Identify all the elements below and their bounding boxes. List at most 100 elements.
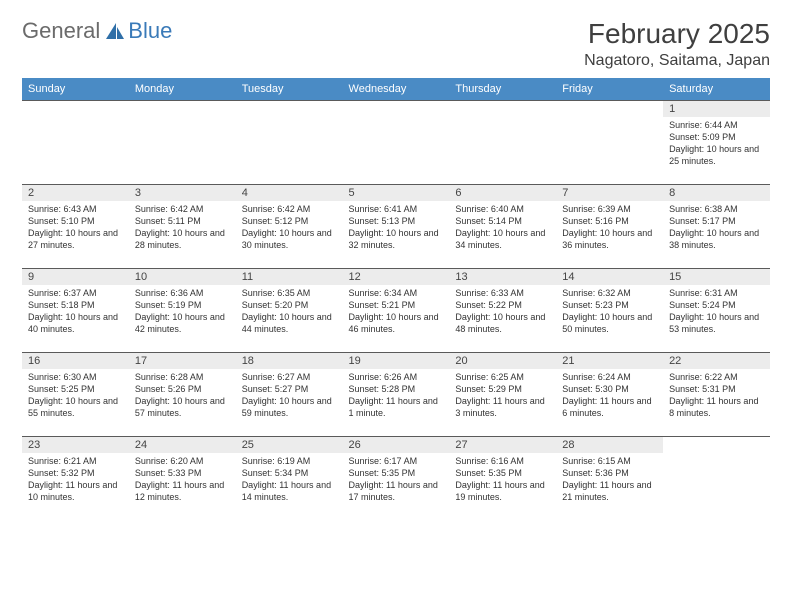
daylight-text: Daylight: 11 hours and 12 minutes.	[135, 479, 230, 503]
sunrise-text: Sunrise: 6:44 AM	[669, 119, 764, 131]
logo: General Blue	[22, 18, 172, 44]
sunset-text: Sunset: 5:36 PM	[562, 467, 657, 479]
day-cell: 4 Sunrise: 6:42 AMSunset: 5:12 PMDaylight…	[236, 185, 343, 269]
weekday-header: Thursday	[449, 78, 556, 101]
sunrise-text: Sunrise: 6:36 AM	[135, 287, 230, 299]
sunset-text: Sunset: 5:32 PM	[28, 467, 123, 479]
sunset-text: Sunset: 5:20 PM	[242, 299, 337, 311]
sunset-text: Sunset: 5:35 PM	[349, 467, 444, 479]
sunset-text: Sunset: 5:34 PM	[242, 467, 337, 479]
day-details: Sunrise: 6:41 AMSunset: 5:13 PMDaylight:…	[343, 201, 450, 256]
day-details: Sunrise: 6:16 AMSunset: 5:35 PMDaylight:…	[449, 453, 556, 508]
day-number: 11	[236, 269, 343, 285]
daylight-text: Daylight: 11 hours and 14 minutes.	[242, 479, 337, 503]
logo-sail-icon	[104, 21, 126, 41]
sunrise-text: Sunrise: 6:42 AM	[242, 203, 337, 215]
sunrise-text: Sunrise: 6:28 AM	[135, 371, 230, 383]
day-cell: 17Sunrise: 6:28 AMSunset: 5:26 PMDayligh…	[129, 353, 236, 437]
day-number: 8	[663, 185, 770, 201]
sunrise-text: Sunrise: 6:40 AM	[455, 203, 550, 215]
day-number: 6	[449, 185, 556, 201]
day-cell: 6Sunrise: 6:40 AMSunset: 5:14 PMDaylight…	[449, 185, 556, 269]
calendar-table: Sunday Monday Tuesday Wednesday Thursday…	[22, 78, 770, 521]
daylight-text: Daylight: 10 hours and 53 minutes.	[669, 311, 764, 335]
day-cell	[22, 101, 129, 185]
sunset-text: Sunset: 5:11 PM	[135, 215, 230, 227]
sunset-text: Sunset: 5:18 PM	[28, 299, 123, 311]
sunrise-text: Sunrise: 6:22 AM	[669, 371, 764, 383]
sunrise-text: Sunrise: 6:39 AM	[562, 203, 657, 215]
weekday-header: Tuesday	[236, 78, 343, 101]
daylight-text: Daylight: 10 hours and 48 minutes.	[455, 311, 550, 335]
weekday-header: Friday	[556, 78, 663, 101]
sunset-text: Sunset: 5:27 PM	[242, 383, 337, 395]
day-details: Sunrise: 6:26 AMSunset: 5:28 PMDaylight:…	[343, 369, 450, 424]
daylight-text: Daylight: 11 hours and 6 minutes.	[562, 395, 657, 419]
daylight-text: Daylight: 11 hours and 21 minutes.	[562, 479, 657, 503]
sunrise-text: Sunrise: 6:15 AM	[562, 455, 657, 467]
calendar-body: 1Sunrise: 6:44 AMSunset: 5:09 PMDaylight…	[22, 101, 770, 521]
day-cell	[236, 101, 343, 185]
week-row: 1Sunrise: 6:44 AMSunset: 5:09 PMDaylight…	[22, 101, 770, 185]
day-details: Sunrise: 6:20 AMSunset: 5:33 PMDaylight:…	[129, 453, 236, 508]
day-number: 17	[129, 353, 236, 369]
day-cell: 18Sunrise: 6:27 AMSunset: 5:27 PMDayligh…	[236, 353, 343, 437]
day-cell: 24Sunrise: 6:20 AMSunset: 5:33 PMDayligh…	[129, 437, 236, 521]
sunset-text: Sunset: 5:35 PM	[455, 467, 550, 479]
daylight-text: Daylight: 10 hours and 38 minutes.	[669, 227, 764, 251]
day-number: 21	[556, 353, 663, 369]
day-cell: 8Sunrise: 6:38 AMSunset: 5:17 PMDaylight…	[663, 185, 770, 269]
day-number: 4	[236, 185, 343, 201]
day-cell: 22Sunrise: 6:22 AMSunset: 5:31 PMDayligh…	[663, 353, 770, 437]
day-number: 23	[22, 437, 129, 453]
title-block: February 2025 Nagatoro, Saitama, Japan	[584, 18, 770, 70]
day-cell: 14Sunrise: 6:32 AMSunset: 5:23 PMDayligh…	[556, 269, 663, 353]
weekday-header: Saturday	[663, 78, 770, 101]
location: Nagatoro, Saitama, Japan	[584, 52, 770, 70]
day-cell: 7Sunrise: 6:39 AMSunset: 5:16 PMDaylight…	[556, 185, 663, 269]
day-cell: 13Sunrise: 6:33 AMSunset: 5:22 PMDayligh…	[449, 269, 556, 353]
day-details: Sunrise: 6:33 AMSunset: 5:22 PMDaylight:…	[449, 285, 556, 340]
day-details: Sunrise: 6:44 AMSunset: 5:09 PMDaylight:…	[663, 117, 770, 172]
logo-text-2: Blue	[128, 18, 172, 44]
sunset-text: Sunset: 5:13 PM	[349, 215, 444, 227]
daylight-text: Daylight: 10 hours and 30 minutes.	[242, 227, 337, 251]
sunrise-text: Sunrise: 6:41 AM	[349, 203, 444, 215]
logo-text-1: General	[22, 18, 100, 44]
day-cell: 9Sunrise: 6:37 AMSunset: 5:18 PMDaylight…	[22, 269, 129, 353]
sunrise-text: Sunrise: 6:42 AM	[135, 203, 230, 215]
day-details: Sunrise: 6:42 AMSunset: 5:11 PMDaylight:…	[129, 201, 236, 256]
sunrise-text: Sunrise: 6:20 AM	[135, 455, 230, 467]
day-cell: 3Sunrise: 6:42 AMSunset: 5:11 PMDaylight…	[129, 185, 236, 269]
day-number: 3	[129, 185, 236, 201]
daylight-text: Daylight: 10 hours and 50 minutes.	[562, 311, 657, 335]
day-cell: 20Sunrise: 6:25 AMSunset: 5:29 PMDayligh…	[449, 353, 556, 437]
sunrise-text: Sunrise: 6:33 AM	[455, 287, 550, 299]
day-number: 5	[343, 185, 450, 201]
sunrise-text: Sunrise: 6:17 AM	[349, 455, 444, 467]
sunset-text: Sunset: 5:29 PM	[455, 383, 550, 395]
daylight-text: Daylight: 10 hours and 36 minutes.	[562, 227, 657, 251]
daylight-text: Daylight: 10 hours and 25 minutes.	[669, 143, 764, 167]
day-details: Sunrise: 6:38 AMSunset: 5:17 PMDaylight:…	[663, 201, 770, 256]
day-number: 26	[343, 437, 450, 453]
sunset-text: Sunset: 5:09 PM	[669, 131, 764, 143]
day-details: Sunrise: 6:40 AMSunset: 5:14 PMDaylight:…	[449, 201, 556, 256]
sunrise-text: Sunrise: 6:34 AM	[349, 287, 444, 299]
sunrise-text: Sunrise: 6:32 AM	[562, 287, 657, 299]
daylight-text: Daylight: 10 hours and 32 minutes.	[349, 227, 444, 251]
day-details: Sunrise: 6:28 AMSunset: 5:26 PMDaylight:…	[129, 369, 236, 424]
day-number: 10	[129, 269, 236, 285]
day-cell	[343, 101, 450, 185]
sunset-text: Sunset: 5:12 PM	[242, 215, 337, 227]
day-cell: 21Sunrise: 6:24 AMSunset: 5:30 PMDayligh…	[556, 353, 663, 437]
day-number: 19	[343, 353, 450, 369]
daylight-text: Daylight: 10 hours and 27 minutes.	[28, 227, 123, 251]
daylight-text: Daylight: 11 hours and 1 minute.	[349, 395, 444, 419]
day-number: 16	[22, 353, 129, 369]
day-number: 12	[343, 269, 450, 285]
sunset-text: Sunset: 5:30 PM	[562, 383, 657, 395]
day-cell: 26Sunrise: 6:17 AMSunset: 5:35 PMDayligh…	[343, 437, 450, 521]
day-cell	[663, 437, 770, 521]
sunrise-text: Sunrise: 6:37 AM	[28, 287, 123, 299]
